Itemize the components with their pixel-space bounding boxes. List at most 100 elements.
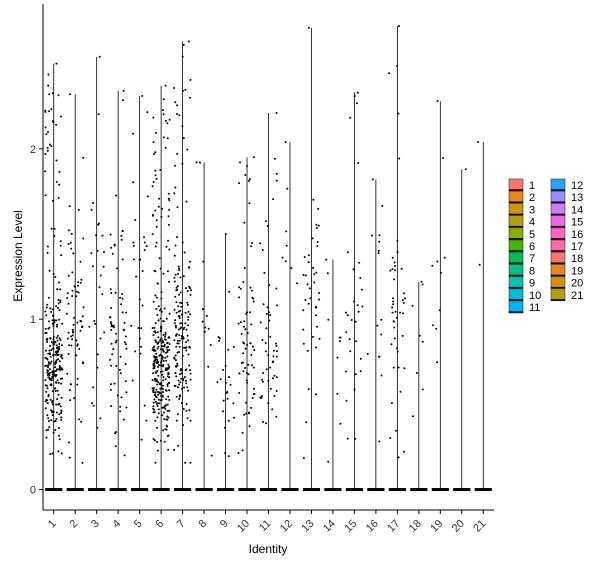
point-2 [70, 335, 73, 338]
point-5 [146, 111, 149, 114]
point-17 [389, 269, 392, 272]
point-1 [49, 352, 51, 355]
point-7 [178, 339, 181, 342]
point-16 [371, 178, 374, 181]
point-2 [69, 242, 72, 244]
legend-swatch [550, 215, 566, 228]
legend-label: 11 [529, 302, 540, 314]
point-7 [186, 303, 189, 306]
point-5 [137, 327, 140, 329]
point-1 [49, 398, 52, 401]
point-6 [154, 400, 157, 403]
point-1 [55, 352, 58, 355]
point-7 [176, 364, 179, 367]
point-7 [182, 379, 185, 382]
point-7 [182, 337, 185, 340]
point-2 [71, 338, 74, 341]
point-6 [166, 349, 169, 352]
point-19 [431, 264, 434, 267]
point-6 [152, 346, 155, 349]
point-10 [239, 321, 242, 324]
point-1 [47, 352, 50, 355]
point-1 [50, 383, 53, 386]
point-1 [58, 402, 61, 405]
point-15 [357, 162, 360, 164]
point-13 [313, 273, 316, 276]
point-7 [187, 318, 189, 321]
point-1 [49, 362, 52, 365]
point-16 [377, 355, 380, 358]
point-17 [396, 316, 398, 319]
point-1 [46, 149, 49, 152]
point-2 [67, 243, 70, 245]
point-13 [315, 226, 318, 229]
point-6 [152, 349, 155, 352]
point-9 [224, 364, 227, 367]
point-6 [162, 411, 165, 414]
point-6 [157, 345, 160, 348]
point-6 [167, 448, 170, 451]
point-1 [55, 323, 58, 326]
point-7 [176, 236, 178, 239]
point-2 [71, 271, 74, 274]
point-13 [302, 309, 305, 312]
legend-label: 9 [529, 278, 535, 290]
x-tick-label: 16 [364, 518, 381, 535]
violin-group-20 [453, 168, 471, 492]
point-17 [394, 265, 396, 267]
point-13 [309, 297, 312, 300]
point-7 [178, 317, 181, 320]
point-4 [116, 394, 119, 397]
point-4 [109, 358, 111, 361]
point-6 [157, 205, 160, 208]
point-5 [138, 298, 141, 301]
x-tick-label: 8 [196, 518, 209, 531]
point-1 [53, 319, 56, 322]
point-7 [182, 408, 185, 410]
point-17 [396, 65, 399, 67]
point-6 [158, 257, 161, 260]
point-4 [114, 432, 117, 435]
point-6 [165, 317, 168, 320]
point-17 [397, 456, 400, 459]
point-1 [44, 379, 47, 382]
point-6 [165, 245, 168, 248]
point-7 [173, 192, 176, 195]
point-6 [152, 214, 154, 217]
point-4 [110, 292, 113, 294]
point-16 [380, 318, 383, 321]
point-11 [275, 390, 278, 392]
point-6 [166, 375, 169, 378]
violin-group-14 [324, 258, 342, 492]
point-7 [179, 291, 182, 294]
violin-group-12 [281, 141, 299, 492]
point-16 [380, 374, 383, 377]
point-9 [222, 410, 225, 413]
point-4 [120, 303, 123, 306]
point-13 [307, 254, 310, 257]
legend-swatch [508, 227, 524, 241]
point-1 [46, 384, 48, 387]
point-1 [55, 381, 58, 384]
point-6 [165, 389, 168, 392]
point-6 [159, 387, 162, 390]
point-7 [184, 322, 187, 325]
point-6 [157, 341, 160, 344]
point-15 [360, 288, 363, 291]
point-2 [66, 337, 69, 340]
point-1 [44, 194, 47, 197]
point-15 [345, 311, 347, 314]
point-6 [156, 370, 159, 372]
point-4 [111, 353, 114, 356]
point-6 [158, 197, 161, 200]
point-1 [57, 427, 60, 430]
y-axis-title: Expression Level [11, 210, 25, 301]
point-6 [155, 352, 158, 355]
point-17 [403, 367, 406, 370]
point-10 [252, 297, 255, 300]
point-12 [284, 260, 287, 263]
zero-cluster-1 [45, 488, 63, 492]
point-9 [224, 233, 227, 235]
point-6 [152, 300, 155, 303]
point-12 [281, 256, 284, 259]
